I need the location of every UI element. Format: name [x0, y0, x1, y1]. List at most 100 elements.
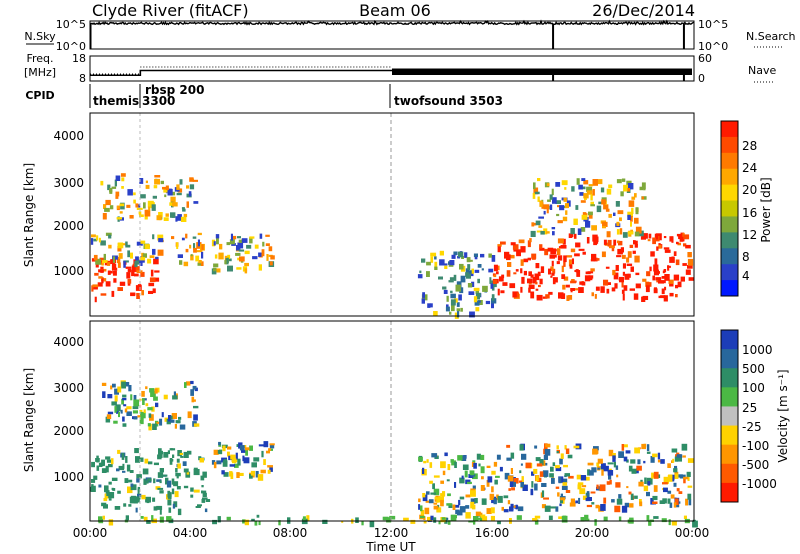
nsearch-label: N.Search — [746, 30, 796, 43]
echo-cell — [544, 248, 549, 256]
echo-cell — [549, 194, 553, 200]
echo-cell — [630, 493, 634, 500]
echo-cell — [556, 261, 560, 265]
echo-cell — [660, 459, 665, 464]
echo-cell — [618, 240, 623, 246]
echo-cell — [90, 486, 96, 492]
echo-cell — [462, 464, 469, 470]
echo-cell — [560, 245, 567, 249]
echo-cell — [213, 461, 217, 469]
echo-cell — [227, 254, 231, 259]
echo-cell — [246, 244, 252, 249]
echo-cell — [199, 458, 204, 463]
echo-cell — [480, 466, 485, 474]
power-panel — [89, 112, 695, 319]
echo-cell — [546, 231, 550, 234]
echo-cell — [133, 416, 138, 420]
echo-cell — [235, 252, 241, 256]
echo-cell — [603, 204, 609, 210]
echo-cell — [538, 216, 544, 219]
echo-cell — [559, 503, 562, 507]
echo-cell — [442, 491, 446, 497]
echo-cell — [584, 514, 589, 520]
echo-cell — [149, 414, 154, 421]
velocity-frame — [89, 320, 695, 522]
echo-cell — [475, 517, 482, 520]
power-colorbar-swatch — [721, 136, 738, 154]
echo-cell — [515, 504, 518, 510]
echo-cell — [192, 385, 197, 390]
echo-cell — [245, 449, 248, 456]
echo-cell — [201, 244, 204, 250]
echo-cell — [673, 468, 678, 473]
echo-cell — [491, 298, 497, 304]
echo-cell — [616, 179, 622, 184]
echo-cell — [450, 293, 456, 299]
echo-cell — [563, 262, 566, 267]
echo-cell — [169, 458, 173, 465]
echo-cell — [107, 270, 111, 275]
echo-cell — [568, 259, 572, 267]
cpid-strip: themis 3300 rbsp 200 twofsound 3503 — [89, 83, 503, 108]
echo-cell — [507, 475, 514, 482]
nsearch-tick-bottom: 10^0 — [698, 40, 728, 53]
echo-cell — [128, 504, 132, 507]
echo-cell — [550, 266, 554, 271]
echo-cell — [551, 260, 554, 267]
echo-cell — [234, 463, 239, 468]
echo-cell — [613, 239, 617, 246]
echo-cell — [687, 258, 694, 266]
echo-cell — [667, 475, 673, 482]
echo-cell — [193, 467, 198, 470]
echo-cell — [479, 515, 484, 522]
echo-cell — [683, 234, 690, 240]
echo-cell — [653, 485, 658, 492]
echo-cell — [563, 276, 569, 281]
echo-cell — [470, 501, 475, 509]
echo-cell — [457, 311, 460, 318]
echo-cell — [116, 205, 119, 209]
echo-cell — [598, 201, 603, 205]
echo-cell — [506, 270, 511, 277]
echo-cell — [669, 292, 674, 297]
echo-cell — [646, 491, 650, 497]
echo-cell — [591, 225, 597, 231]
echo-cell — [100, 240, 106, 246]
echo-cell — [496, 454, 501, 460]
echo-cell — [592, 189, 595, 196]
echo-cell — [165, 477, 169, 485]
echo-cell — [476, 453, 481, 460]
echo-cell — [436, 497, 439, 503]
echo-cell — [531, 481, 534, 488]
echo-cell — [152, 423, 157, 430]
echo-cell — [622, 293, 625, 301]
echo-cell — [163, 217, 169, 221]
echo-cell — [539, 471, 544, 477]
echo-cell — [95, 263, 99, 268]
echo-cell — [426, 459, 429, 463]
echo-cell — [137, 488, 140, 491]
echo-cell — [491, 294, 495, 301]
echo-cell — [201, 498, 206, 503]
echo-cell — [111, 458, 114, 465]
echo-cell — [671, 448, 678, 453]
echo-cell — [455, 284, 461, 292]
echo-cell — [543, 210, 546, 215]
echo-cell — [641, 196, 644, 200]
echo-cell — [96, 465, 100, 471]
echo-cell — [477, 264, 482, 268]
echo-cell — [566, 255, 573, 258]
echo-cell — [630, 459, 636, 464]
power-colorbar-swatch — [721, 121, 738, 138]
velocity-colorbar-swatch — [721, 330, 738, 350]
echo-cell — [269, 467, 273, 472]
echo-cell — [630, 266, 634, 272]
echo-cell — [539, 200, 543, 207]
x-tick-0800: 08:00 — [273, 526, 308, 540]
echo-cell — [534, 483, 538, 491]
echo-cell — [181, 207, 185, 210]
echo-cell — [434, 256, 437, 260]
vel-cbar-tick-m1000: -1000 — [742, 477, 777, 491]
echo-cell — [650, 498, 654, 505]
echo-cell — [444, 452, 448, 457]
